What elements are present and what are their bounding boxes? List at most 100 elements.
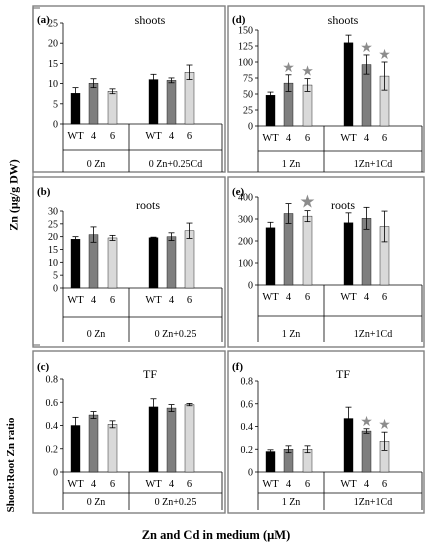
bar-4 xyxy=(361,430,372,473)
y-tick-label: 15 xyxy=(48,59,58,70)
bar-6 xyxy=(302,215,313,286)
group-label: 0 Zn xyxy=(87,159,106,170)
group-label: 0 Zn+0.25 xyxy=(155,329,197,340)
category-label: 6 xyxy=(382,479,387,490)
category-label: WT xyxy=(67,479,84,490)
panel-letter-a: (a) xyxy=(37,14,50,26)
bar-WT xyxy=(265,451,276,473)
y-tick-label: 0 xyxy=(53,284,58,295)
category-label: WT xyxy=(262,479,279,490)
y-tick-label: 100 xyxy=(238,259,253,270)
y-tick-label: 0.6 xyxy=(241,399,254,410)
category-label: WT xyxy=(340,292,357,303)
y-tick-label: 0.4 xyxy=(241,422,254,433)
category-label: 4 xyxy=(169,295,175,306)
category-label: 6 xyxy=(382,292,387,303)
bar-4 xyxy=(283,213,294,286)
category-label: 6 xyxy=(382,133,387,144)
y-tick-label: 25 xyxy=(48,219,58,230)
significance-star: ★ xyxy=(378,417,391,433)
significance-star: ★ xyxy=(282,60,295,76)
category-label: 4 xyxy=(286,479,292,490)
bar-4 xyxy=(166,80,177,125)
category-label: WT xyxy=(145,479,162,490)
category-label: WT xyxy=(67,295,84,306)
category-label: 6 xyxy=(110,131,115,142)
significance-star: ★ xyxy=(360,414,373,430)
group-label: 0 Zn+0.25 xyxy=(155,497,197,508)
y-tick-label: 10 xyxy=(48,258,58,269)
group-label: 0 Zn xyxy=(87,497,106,508)
y-tick-label: 150 xyxy=(238,26,253,37)
y-tick-label: 0 xyxy=(248,468,253,479)
panel-frame-e xyxy=(227,176,425,348)
bar-WT xyxy=(70,239,81,289)
group-label: 0 Zn+0.25Cd xyxy=(149,159,202,170)
y-tick-label: 20 xyxy=(48,232,58,243)
bar-WT xyxy=(148,406,159,473)
category-label: 6 xyxy=(110,295,115,306)
panel-title-c: TF xyxy=(143,367,157,381)
significance-star: ★ xyxy=(301,64,314,80)
panel-frame-c xyxy=(32,350,226,514)
bar-6 xyxy=(107,424,118,473)
y-tick-label: 300 xyxy=(238,215,253,226)
category-label: 4 xyxy=(286,133,292,144)
category-label: 4 xyxy=(169,131,175,142)
bar-WT xyxy=(343,42,354,127)
y-tick-label: 25 xyxy=(48,19,58,30)
category-label: 6 xyxy=(305,292,310,303)
panel-title-a: shoots xyxy=(135,13,166,27)
panel-frame-d xyxy=(227,5,425,173)
y-tick-label: 0.4 xyxy=(46,421,59,432)
panel-title-d: shoots xyxy=(328,13,359,27)
category-label: 4 xyxy=(169,479,175,490)
panel-letter-e: (e) xyxy=(232,186,245,198)
y-tick-label: 0.6 xyxy=(46,398,59,409)
y-tick-label: 0.2 xyxy=(46,444,59,455)
y-tick-label: 15 xyxy=(48,245,58,256)
significance-star: ★ xyxy=(360,40,373,56)
bar-6 xyxy=(184,230,195,289)
category-label: 4 xyxy=(364,479,370,490)
panel-title-b: roots xyxy=(136,198,160,212)
bar-WT xyxy=(265,95,276,127)
category-label: WT xyxy=(67,131,84,142)
category-label: WT xyxy=(340,479,357,490)
category-label: WT xyxy=(340,133,357,144)
category-label: WT xyxy=(262,133,279,144)
zn-panels-bracket xyxy=(32,7,40,346)
group-label: 1 Zn xyxy=(282,159,301,170)
group-label: 1Zn+1Cd xyxy=(354,159,392,170)
y-tick-label: 0 xyxy=(53,468,58,479)
y-tick-label: 125 xyxy=(238,42,253,53)
category-label: 4 xyxy=(364,292,370,303)
y-tick-label: 400 xyxy=(238,193,253,204)
bar-WT xyxy=(148,237,159,289)
panel-letter-f: (f) xyxy=(232,361,243,373)
category-label: WT xyxy=(145,131,162,142)
group-label: 1 Zn xyxy=(282,329,301,340)
y-tick-label: 0.2 xyxy=(241,445,254,456)
y-tick-label: 20 xyxy=(48,39,58,50)
y-tick-label: 200 xyxy=(238,237,253,248)
significance-star: ★ xyxy=(299,192,315,213)
y-tick-label: 75 xyxy=(243,74,253,85)
category-label: 6 xyxy=(187,479,192,490)
panel-letter-b: (b) xyxy=(37,186,51,198)
y-tick-label: 0 xyxy=(248,122,253,133)
y-tick-label: 0 xyxy=(248,281,253,292)
category-label: 6 xyxy=(187,295,192,306)
bar-6 xyxy=(184,72,195,125)
category-label: 4 xyxy=(91,131,97,142)
panel-frame-f xyxy=(227,350,425,514)
category-label: 6 xyxy=(305,133,310,144)
bar-WT xyxy=(265,227,276,286)
y-tick-label: 5 xyxy=(53,271,58,282)
category-label: 6 xyxy=(187,131,192,142)
bar-6 xyxy=(107,91,118,125)
panel-letter-d: (d) xyxy=(232,14,246,26)
y-tick-label: 0 xyxy=(53,120,58,131)
y-tick-label: 5 xyxy=(53,99,58,110)
